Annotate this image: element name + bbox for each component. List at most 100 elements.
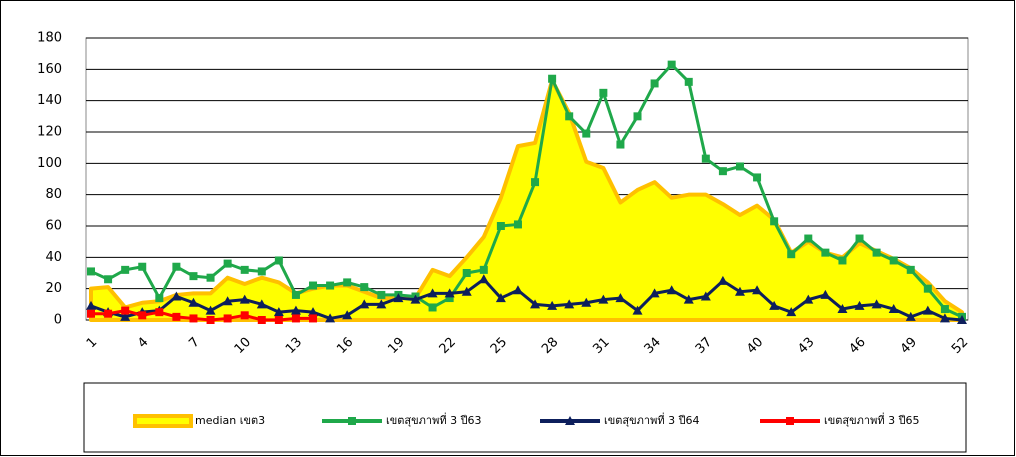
y-tick-label: 40	[45, 250, 62, 265]
point	[582, 129, 591, 138]
point	[615, 293, 626, 303]
point	[496, 222, 505, 230]
point	[239, 294, 250, 304]
point	[205, 305, 216, 315]
point	[377, 290, 386, 299]
point	[701, 154, 710, 163]
point	[104, 309, 113, 318]
point	[565, 112, 574, 121]
point	[548, 74, 557, 83]
line	[90, 277, 963, 322]
point	[598, 294, 609, 304]
point	[700, 291, 711, 301]
y-tick-label: 160	[37, 62, 62, 77]
point	[530, 299, 541, 309]
point	[274, 316, 283, 324]
point	[325, 313, 336, 323]
point	[599, 88, 608, 97]
point	[683, 294, 694, 304]
point	[616, 140, 625, 149]
point	[410, 294, 421, 304]
point	[889, 256, 898, 265]
point	[684, 77, 693, 86]
point	[86, 300, 96, 310]
point	[155, 308, 164, 317]
legend-label: เขตสุขภาพที่ 3 ปี65	[824, 412, 920, 427]
point	[343, 278, 352, 287]
point	[786, 307, 797, 317]
point	[326, 281, 335, 290]
point	[155, 294, 164, 303]
point	[478, 274, 489, 284]
point	[121, 306, 130, 315]
point	[291, 290, 300, 299]
point	[667, 60, 676, 69]
point	[872, 248, 881, 257]
legend-label: เขตสุขภาพที่ 3 ปี63	[386, 412, 482, 427]
point	[650, 79, 659, 88]
point	[923, 284, 932, 293]
point	[256, 299, 267, 309]
point	[632, 305, 643, 315]
legend-swatch	[133, 414, 193, 428]
point	[939, 313, 950, 323]
point	[428, 303, 437, 312]
point	[376, 299, 387, 309]
y-tick-label: 60	[45, 219, 62, 234]
point	[906, 265, 915, 274]
point	[461, 286, 472, 296]
point	[495, 293, 506, 303]
point	[888, 304, 899, 314]
point	[189, 314, 198, 323]
point	[735, 162, 744, 171]
point	[257, 267, 266, 276]
point	[240, 265, 249, 274]
point	[206, 316, 215, 324]
point	[513, 220, 522, 229]
point	[290, 305, 301, 315]
point	[462, 269, 471, 277]
line	[90, 63, 963, 319]
point	[257, 316, 266, 324]
point	[309, 281, 318, 290]
point	[104, 275, 113, 284]
point	[359, 299, 370, 309]
point	[87, 309, 95, 318]
point	[273, 307, 284, 317]
point	[138, 262, 147, 271]
point	[633, 112, 642, 121]
point	[479, 265, 488, 274]
point	[206, 273, 215, 282]
point	[820, 289, 831, 299]
point	[787, 250, 796, 259]
point	[837, 304, 848, 314]
point	[342, 310, 353, 320]
y-tick-label: 80	[45, 187, 62, 202]
point	[905, 311, 916, 321]
y-tick-label: 120	[37, 125, 62, 140]
point	[172, 312, 181, 321]
point	[121, 265, 130, 274]
y-tick-label: 20	[45, 281, 62, 296]
y-tick-label: 180	[37, 31, 62, 46]
point	[240, 311, 249, 320]
y-tick-label: 0	[54, 313, 62, 328]
point	[855, 234, 864, 243]
point	[564, 299, 575, 309]
point	[309, 314, 318, 323]
y-tick-label: 140	[37, 93, 62, 108]
point	[188, 297, 199, 307]
point	[752, 285, 763, 295]
point	[666, 285, 677, 295]
point	[172, 262, 181, 271]
point	[854, 300, 865, 310]
point	[821, 248, 830, 257]
point	[444, 288, 455, 298]
point	[291, 314, 300, 323]
point	[547, 300, 558, 310]
point	[171, 291, 182, 301]
point	[189, 272, 198, 281]
point	[120, 311, 131, 321]
